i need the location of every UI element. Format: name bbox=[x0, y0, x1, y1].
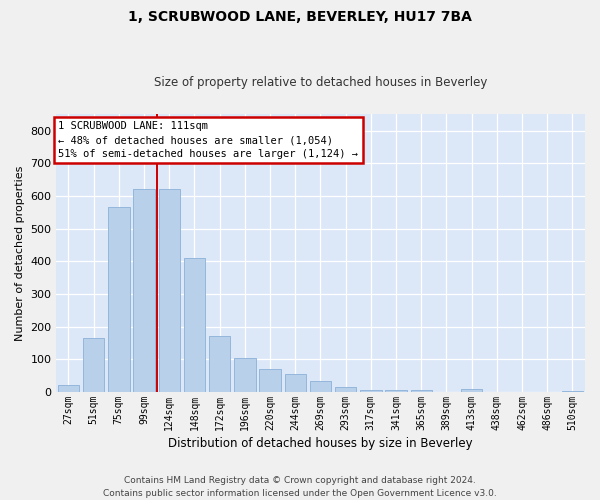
Text: Contains HM Land Registry data © Crown copyright and database right 2024.
Contai: Contains HM Land Registry data © Crown c… bbox=[103, 476, 497, 498]
Title: Size of property relative to detached houses in Beverley: Size of property relative to detached ho… bbox=[154, 76, 487, 90]
Bar bbox=[58, 386, 79, 392]
Bar bbox=[385, 390, 407, 392]
Bar bbox=[133, 190, 155, 392]
Bar bbox=[310, 380, 331, 392]
Bar bbox=[360, 390, 382, 392]
Bar bbox=[259, 369, 281, 392]
Bar bbox=[335, 387, 356, 392]
X-axis label: Distribution of detached houses by size in Beverley: Distribution of detached houses by size … bbox=[168, 437, 473, 450]
Bar bbox=[284, 374, 306, 392]
Text: 1, SCRUBWOOD LANE, BEVERLEY, HU17 7BA: 1, SCRUBWOOD LANE, BEVERLEY, HU17 7BA bbox=[128, 10, 472, 24]
Bar bbox=[108, 208, 130, 392]
Text: 1 SCRUBWOOD LANE: 111sqm
← 48% of detached houses are smaller (1,054)
51% of sem: 1 SCRUBWOOD LANE: 111sqm ← 48% of detach… bbox=[58, 121, 358, 159]
Bar bbox=[234, 358, 256, 392]
Bar bbox=[83, 338, 104, 392]
Bar bbox=[184, 258, 205, 392]
Bar bbox=[461, 389, 482, 392]
Y-axis label: Number of detached properties: Number of detached properties bbox=[15, 166, 25, 341]
Bar bbox=[158, 190, 180, 392]
Bar bbox=[209, 336, 230, 392]
Bar bbox=[410, 390, 432, 392]
